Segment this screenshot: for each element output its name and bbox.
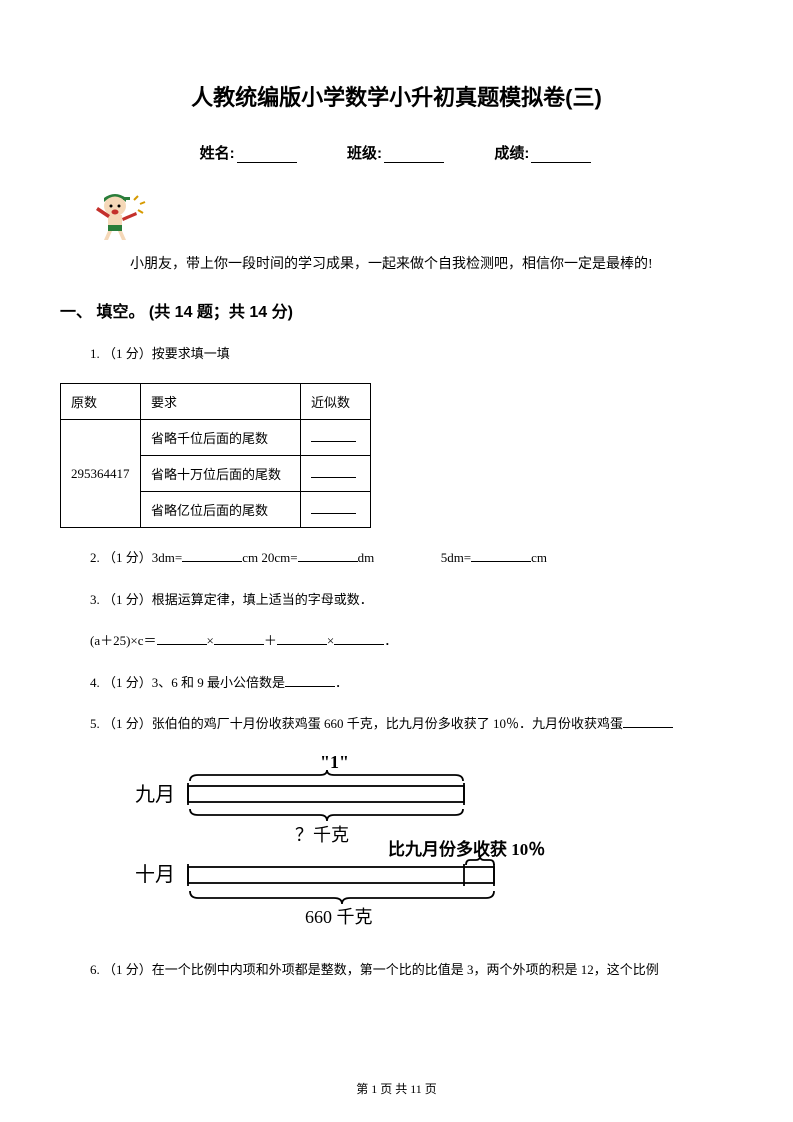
page-footer: 第 1 页 共 11 页 <box>0 1080 793 1097</box>
answer-blank[interactable] <box>298 548 358 562</box>
score-label: 成绩: <box>494 145 529 162</box>
class-label: 班级: <box>347 145 382 162</box>
answer-blank[interactable] <box>311 502 356 514</box>
svg-text:？千克: ？千克 <box>295 825 349 845</box>
answer-blank[interactable] <box>623 714 673 728</box>
question-2: 2. （1 分）3dm=cm 20cm=dm 5dm=cm <box>90 546 733 569</box>
answer-blank[interactable] <box>471 548 531 562</box>
question-1: 1. （1 分）按要求填一填 <box>90 342 733 365</box>
answer-blank[interactable] <box>157 631 207 645</box>
table-header-original: 原数 <box>61 384 141 420</box>
name-blank[interactable] <box>237 147 297 163</box>
question-6: 6. （1 分）在一个比例中内项和外项都是整数，第一个比的比值是 3，两个外项的… <box>90 958 733 981</box>
svg-text:比九月份多收获 10％: 比九月份多收获 10％ <box>388 839 545 859</box>
table-row: 省略十万位后面的尾数 <box>141 456 301 492</box>
score-blank[interactable] <box>531 147 591 163</box>
q5-diagram: "1" 九月 ？千克 比九月份多收获 10％ 十月 <box>120 753 733 933</box>
svg-text:十月: 十月 <box>135 863 175 886</box>
q1-table: 原数 要求 近似数 295364417 省略千位后面的尾数 省略十万位后面的尾数… <box>60 383 371 528</box>
svg-text:"1": "1" <box>320 753 349 772</box>
table-row: 省略千位后面的尾数 <box>141 420 301 456</box>
table-header-requirement: 要求 <box>141 384 301 420</box>
table-header-approx: 近似数 <box>301 384 371 420</box>
section-1-header: 一、 填空。 (共 14 题；共 14 分) <box>60 298 733 322</box>
table-row: 省略亿位后面的尾数 <box>141 492 301 528</box>
answer-blank[interactable] <box>214 631 264 645</box>
svg-text:660 千克: 660 千克 <box>305 907 373 927</box>
page-title: 人教统编版小学数学小升初真题模拟卷(三) <box>60 80 733 112</box>
encourage-text: 小朋友，带上你一段时间的学习成果，一起来做个自我检测吧，相信你一定是最棒的! <box>130 253 733 273</box>
answer-blank[interactable] <box>334 631 384 645</box>
question-4: 4. （1 分）3、6 和 9 最小公倍数是． <box>90 671 733 694</box>
student-info-line: 姓名: 班级: 成绩: <box>60 142 733 163</box>
answer-blank[interactable] <box>311 430 356 442</box>
answer-blank[interactable] <box>285 673 335 687</box>
question-5: 5. （1 分）张伯伯的鸡厂十月份收获鸡蛋 660 千克，比九月份多收获了 10… <box>90 712 733 735</box>
answer-blank[interactable] <box>277 631 327 645</box>
question-3: 3. （1 分）根据运算定律，填上适当的字母或数． <box>90 588 733 611</box>
class-blank[interactable] <box>384 147 444 163</box>
mascot-icon <box>90 188 150 248</box>
name-label: 姓名: <box>200 145 235 162</box>
answer-blank[interactable] <box>182 548 242 562</box>
table-original-number: 295364417 <box>61 420 141 528</box>
question-3-expr: (a＋25)×c＝×＋×． <box>90 629 733 652</box>
answer-blank[interactable] <box>311 466 356 478</box>
svg-text:九月: 九月 <box>135 783 175 806</box>
